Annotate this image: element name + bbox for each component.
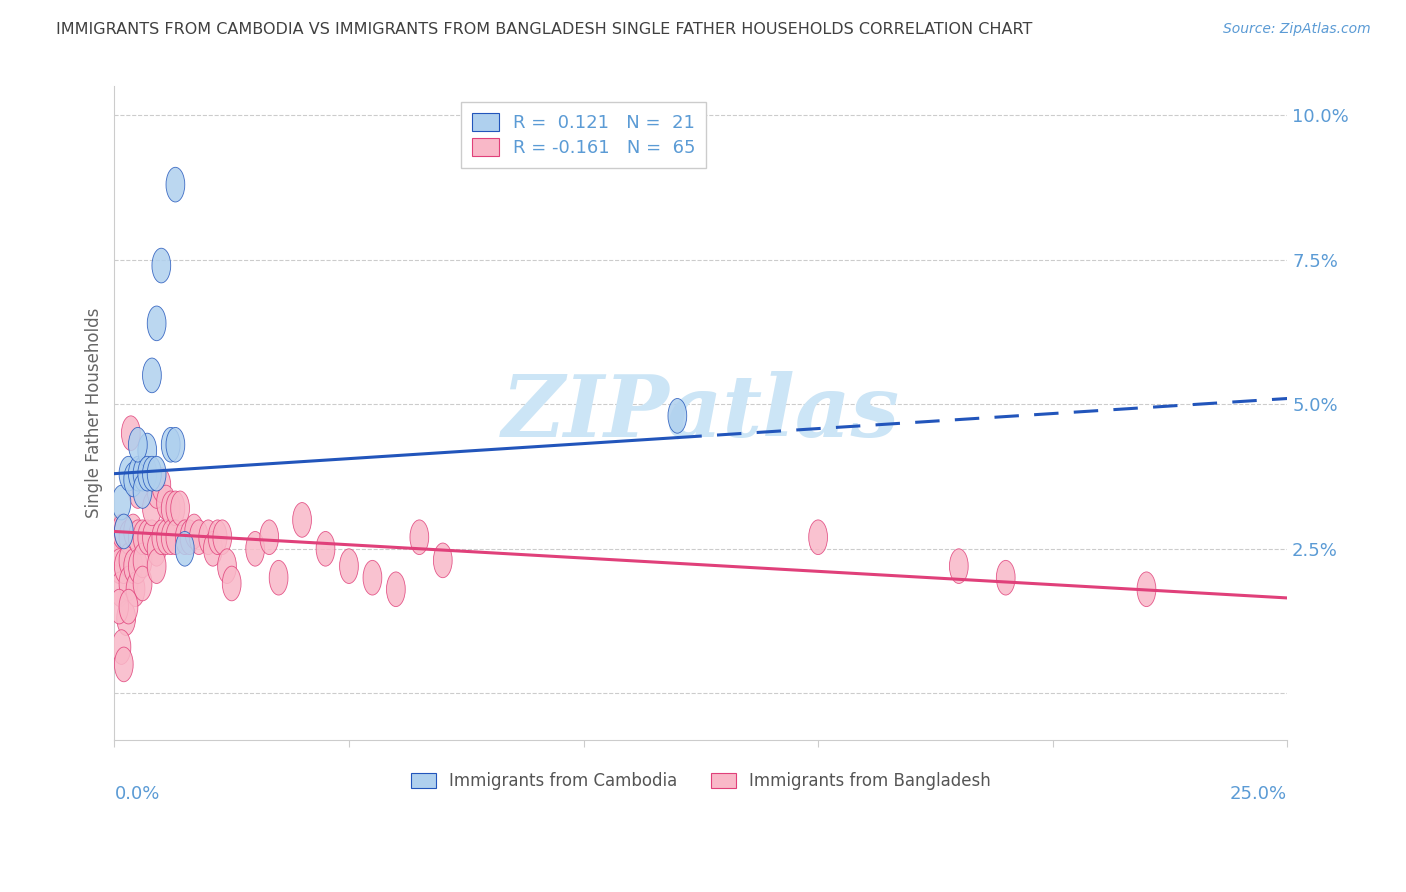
Ellipse shape xyxy=(124,462,142,497)
Ellipse shape xyxy=(111,572,129,607)
Ellipse shape xyxy=(184,514,204,549)
Ellipse shape xyxy=(120,457,138,491)
Ellipse shape xyxy=(148,549,166,583)
Ellipse shape xyxy=(162,427,180,462)
Ellipse shape xyxy=(142,358,162,392)
Ellipse shape xyxy=(134,474,152,508)
Ellipse shape xyxy=(152,520,170,555)
Ellipse shape xyxy=(138,434,156,468)
Ellipse shape xyxy=(124,549,142,583)
Ellipse shape xyxy=(114,514,134,549)
Ellipse shape xyxy=(292,502,312,537)
Ellipse shape xyxy=(138,457,156,491)
Ellipse shape xyxy=(260,520,278,555)
Ellipse shape xyxy=(269,560,288,595)
Ellipse shape xyxy=(162,491,180,525)
Ellipse shape xyxy=(134,520,152,555)
Ellipse shape xyxy=(114,514,134,549)
Text: Source: ZipAtlas.com: Source: ZipAtlas.com xyxy=(1223,22,1371,37)
Ellipse shape xyxy=(246,532,264,566)
Ellipse shape xyxy=(112,485,131,520)
Ellipse shape xyxy=(114,549,134,583)
Ellipse shape xyxy=(120,543,138,578)
Ellipse shape xyxy=(156,520,176,555)
Ellipse shape xyxy=(112,514,131,549)
Ellipse shape xyxy=(316,532,335,566)
Ellipse shape xyxy=(128,474,148,508)
Ellipse shape xyxy=(127,572,145,607)
Ellipse shape xyxy=(433,543,453,578)
Ellipse shape xyxy=(120,590,138,624)
Ellipse shape xyxy=(222,566,240,601)
Ellipse shape xyxy=(110,549,128,583)
Ellipse shape xyxy=(134,457,152,491)
Ellipse shape xyxy=(997,560,1015,595)
Ellipse shape xyxy=(204,532,222,566)
Ellipse shape xyxy=(190,520,208,555)
Text: IMMIGRANTS FROM CAMBODIA VS IMMIGRANTS FROM BANGLADESH SINGLE FATHER HOUSEHOLDS : IMMIGRANTS FROM CAMBODIA VS IMMIGRANTS F… xyxy=(56,22,1032,37)
Ellipse shape xyxy=(180,520,198,555)
Ellipse shape xyxy=(107,520,127,555)
Ellipse shape xyxy=(170,491,190,525)
Ellipse shape xyxy=(340,549,359,583)
Ellipse shape xyxy=(212,520,232,555)
Ellipse shape xyxy=(166,168,184,202)
Ellipse shape xyxy=(134,566,152,601)
Ellipse shape xyxy=(411,520,429,555)
Ellipse shape xyxy=(124,514,142,549)
Ellipse shape xyxy=(128,457,148,491)
Ellipse shape xyxy=(128,427,148,462)
Text: ZIPatlas: ZIPatlas xyxy=(502,371,900,455)
Ellipse shape xyxy=(110,590,128,624)
Ellipse shape xyxy=(121,416,141,450)
Ellipse shape xyxy=(176,532,194,566)
Ellipse shape xyxy=(148,457,166,491)
Text: 0.0%: 0.0% xyxy=(114,785,160,804)
Ellipse shape xyxy=(138,520,156,555)
Ellipse shape xyxy=(166,520,184,555)
Ellipse shape xyxy=(142,491,162,525)
Legend: Immigrants from Cambodia, Immigrants from Bangladesh: Immigrants from Cambodia, Immigrants fro… xyxy=(404,765,997,797)
Ellipse shape xyxy=(108,532,128,566)
Ellipse shape xyxy=(176,520,194,555)
Text: 25.0%: 25.0% xyxy=(1230,785,1288,804)
Ellipse shape xyxy=(128,549,148,583)
Ellipse shape xyxy=(142,457,162,491)
Ellipse shape xyxy=(148,532,166,566)
Ellipse shape xyxy=(117,601,135,635)
Ellipse shape xyxy=(112,630,131,665)
Ellipse shape xyxy=(152,248,170,283)
Ellipse shape xyxy=(148,474,166,508)
Ellipse shape xyxy=(148,306,166,341)
Ellipse shape xyxy=(198,520,218,555)
Ellipse shape xyxy=(156,485,176,520)
Ellipse shape xyxy=(218,549,236,583)
Ellipse shape xyxy=(166,491,184,525)
Ellipse shape xyxy=(668,399,686,434)
Ellipse shape xyxy=(808,520,828,555)
Ellipse shape xyxy=(949,549,969,583)
Ellipse shape xyxy=(134,543,152,578)
Ellipse shape xyxy=(142,520,162,555)
Ellipse shape xyxy=(208,520,226,555)
Ellipse shape xyxy=(120,566,138,601)
Ellipse shape xyxy=(120,520,138,555)
Ellipse shape xyxy=(114,647,134,681)
Ellipse shape xyxy=(152,468,170,502)
Ellipse shape xyxy=(1137,572,1156,607)
Ellipse shape xyxy=(128,520,148,555)
Ellipse shape xyxy=(162,520,180,555)
Ellipse shape xyxy=(363,560,382,595)
Y-axis label: Single Father Households: Single Father Households xyxy=(86,308,103,518)
Ellipse shape xyxy=(387,572,405,607)
Ellipse shape xyxy=(166,427,184,462)
Ellipse shape xyxy=(138,457,156,491)
